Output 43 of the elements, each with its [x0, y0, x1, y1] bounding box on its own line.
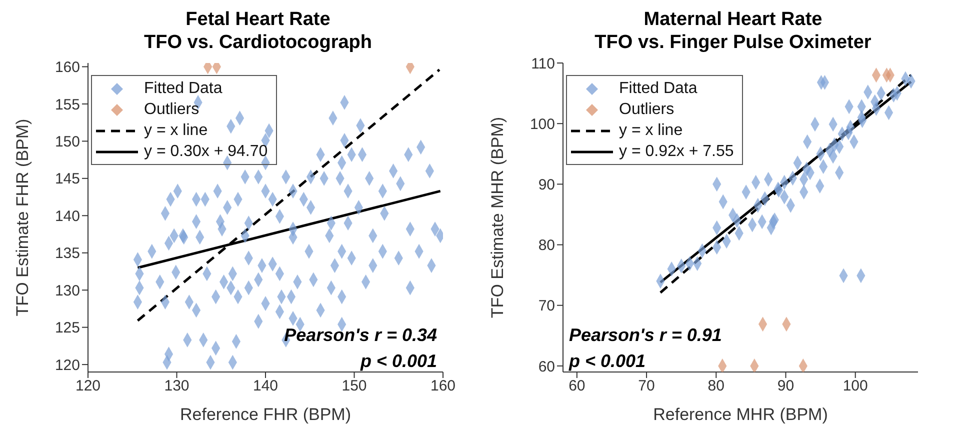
chart-title: Fetal Heart Rate TFO vs. Cardiotocograph [142, 8, 374, 54]
annotation: Pearson's r = 0.91 [569, 324, 722, 347]
y-tick-label: 135 [54, 245, 80, 262]
legend-label: y = 0.30x + 94.70 [144, 142, 268, 162]
x-tick-label: 90 [777, 378, 794, 395]
y-tick-label: 70 [538, 298, 555, 315]
y-axis-title: TFO Estimate MHR (BPM) [488, 116, 508, 318]
legend-label: Outliers [144, 100, 200, 120]
legend-label: Fitted Data [144, 79, 222, 99]
y-tick-label: 80 [538, 237, 555, 254]
chart-title: Maternal Heart Rate TFO vs. Finger Pulse Oximeter [594, 8, 872, 54]
x-axis-title: Reference FHR (BPM) [180, 405, 351, 424]
y-tick-label: 100 [530, 116, 555, 133]
x-tick-label: 60 [568, 378, 586, 395]
legend-label: Outliers [619, 100, 674, 120]
y-tick-label: 145 [54, 170, 80, 188]
x-axis-title: Reference MHR (BPM) [653, 405, 828, 424]
annotation: p < 0.001 [569, 350, 647, 373]
x-tick-label: 160 [430, 378, 456, 395]
annotation: Pearson's r = 0.34 [284, 324, 437, 347]
y-tick-label: 155 [54, 96, 80, 114]
legend-label: y = x line [619, 121, 683, 141]
legend-label: Fitted Data [619, 79, 698, 99]
x-tick-label: 80 [708, 378, 724, 395]
x-tick-label: 100 [842, 378, 868, 395]
y-tick-label: 160 [54, 59, 80, 76]
legend-label: y = 0.92x + 7.55 [619, 142, 734, 162]
x-tick-label: 140 [252, 378, 278, 395]
y-tick-label: 150 [54, 134, 80, 151]
annotation: p < 0.001 [359, 350, 437, 373]
x-tick-label: 70 [638, 378, 655, 395]
x-tick-label: 120 [75, 378, 101, 395]
y-tick-label: 140 [54, 208, 80, 225]
x-tick-label: 130 [164, 378, 190, 395]
y-tick-label: 90 [538, 176, 555, 194]
y-tick-label: 110 [531, 55, 555, 72]
y-axis-title: TFO Estimate FHR (BPM) [13, 118, 32, 316]
y-tick-label: 130 [54, 282, 80, 300]
y-tick-label: 125 [54, 320, 80, 337]
legend-label: y = x line [144, 121, 208, 141]
y-tick-label: 60 [538, 358, 555, 376]
x-tick-label: 150 [342, 378, 367, 395]
y-tick-label: 120 [54, 356, 80, 374]
